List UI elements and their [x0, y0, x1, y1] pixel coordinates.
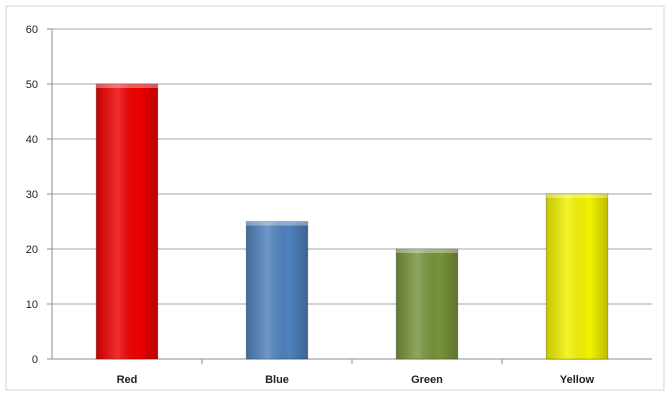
x-tick-labels: Red Blue Green Yellow [117, 374, 595, 386]
bar-shading [546, 194, 608, 359]
y-tick-labels: 0 10 20 30 40 50 60 [26, 24, 38, 366]
bar-top-bevel [396, 249, 458, 253]
bar-red [95, 83, 159, 360]
y-tick-label: 20 [26, 244, 38, 256]
bar-shading [396, 249, 458, 359]
bar-top-bevel [246, 221, 308, 226]
bar-blue [245, 221, 309, 360]
x-tick-label: Blue [265, 374, 289, 386]
y-tick-label: 10 [26, 299, 38, 311]
bar-green [395, 248, 459, 360]
bar-top-bevel [96, 84, 158, 88]
y-tick-label: 40 [26, 134, 38, 146]
x-tick-label: Yellow [560, 374, 595, 386]
y-tick-label: 0 [32, 354, 38, 366]
bars [95, 83, 609, 360]
x-tick-label: Red [117, 374, 138, 386]
y-tick-label: 50 [26, 79, 38, 91]
bar-yellow [545, 193, 609, 360]
bar-shading [96, 84, 158, 359]
y-tick-label: 30 [26, 189, 38, 201]
bar-top-bevel [546, 194, 608, 198]
x-tick-label: Green [411, 374, 443, 386]
bar-shading [246, 221, 308, 359]
y-tick-label: 60 [26, 24, 38, 36]
